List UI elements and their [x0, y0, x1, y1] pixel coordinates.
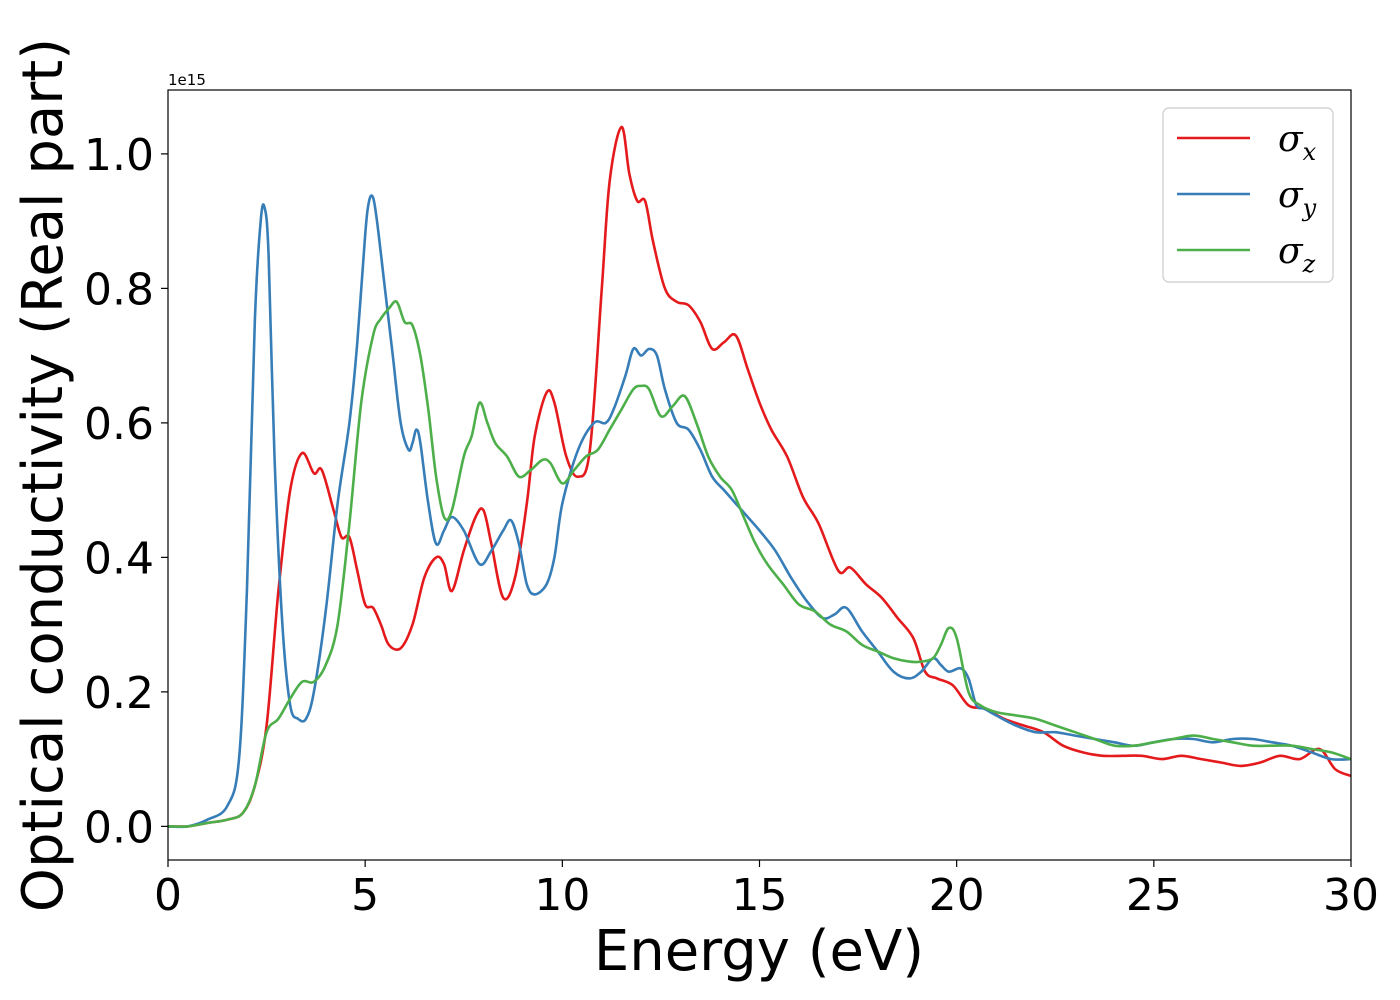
legend-label-x: σx [1278, 119, 1317, 166]
series-line-y [168, 194, 1351, 829]
y-axis: 0.0 0.2 0.4 0.6 0.8 1.0 [84, 130, 168, 853]
x-tick-label: 30 [1323, 870, 1379, 921]
x-tick-label: 15 [732, 870, 788, 921]
series-line-x [168, 125, 1351, 828]
x-tick-label: 5 [351, 870, 379, 921]
series-line-z [168, 300, 1351, 828]
x-axis-label: Energy (eV) [594, 919, 924, 984]
y-tick-label: 0.6 [84, 399, 154, 450]
x-tick-label: 0 [154, 870, 182, 921]
x-tick-label: 25 [1126, 870, 1182, 921]
y-offset-label: 1e15 [168, 71, 206, 89]
x-axis: 0 5 10 15 20 25 30 [154, 860, 1379, 921]
y-tick-label: 1.0 [84, 130, 154, 181]
y-tick-label: 0.0 [84, 802, 154, 853]
y-tick-label: 0.8 [84, 264, 154, 315]
series-layer [168, 125, 1351, 829]
legend: σx σy σz [1162, 107, 1334, 283]
legend-label-y: σy [1278, 175, 1317, 222]
y-tick-label: 0.2 [84, 668, 154, 719]
x-tick-label: 10 [534, 870, 590, 921]
legend-label-z: σz [1278, 231, 1316, 278]
y-axis-label: Optical conductivity (Real part) [11, 38, 76, 912]
x-tick-label: 20 [929, 870, 985, 921]
y-tick-label: 0.4 [84, 533, 154, 584]
